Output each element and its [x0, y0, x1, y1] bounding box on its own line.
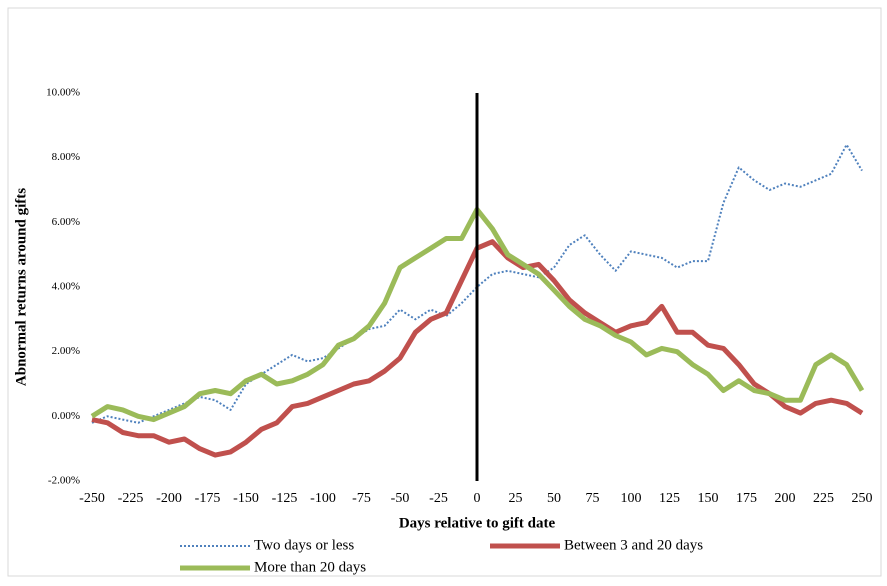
y-tick-label: 4.00%	[52, 281, 80, 293]
x-tick-label: 250	[852, 491, 873, 506]
x-tick-label: 200	[775, 491, 796, 506]
y-tick-label: 8.00%	[52, 151, 80, 163]
y-tick-label: 0.00%	[52, 410, 80, 422]
x-tick-label: 125	[659, 491, 680, 506]
x-tick-label: -250	[79, 491, 105, 506]
x-tick-label: 0	[474, 491, 481, 506]
x-tick-label: -125	[272, 491, 298, 506]
x-tick-label: -150	[233, 491, 259, 506]
x-tick-label: 50	[547, 491, 561, 506]
series-line	[91, 143, 863, 424]
x-tick-label: 100	[621, 491, 642, 506]
y-axis-label: Abnormal returns around gifts	[13, 188, 29, 386]
y-tick-label: 10.00%	[46, 87, 80, 99]
x-tick-label: -225	[118, 491, 144, 506]
x-tick-label: -100	[310, 491, 336, 506]
x-tick-label: -25	[429, 491, 448, 506]
x-tick-label: 25	[509, 491, 523, 506]
chart-frame	[7, 7, 882, 577]
legend-label: Between 3 and 20 days	[564, 537, 703, 553]
x-tick-label: -175	[195, 491, 221, 506]
y-tick-label: -2.00%	[48, 475, 80, 487]
x-axis-label: Days relative to gift date	[399, 515, 556, 531]
x-tick-label: -200	[156, 491, 182, 506]
x-tick-label: -75	[352, 491, 371, 506]
x-tick-label: 225	[813, 491, 834, 506]
x-tick-label: 150	[698, 491, 719, 506]
x-tick-label: 175	[736, 491, 757, 506]
x-tick-label: 75	[586, 491, 600, 506]
legend-label: Two days or less	[254, 537, 354, 553]
y-tick-label: 6.00%	[52, 216, 80, 228]
x-tick-label: -50	[391, 491, 410, 506]
y-tick-label: 2.00%	[52, 345, 80, 357]
legend-label: More than 20 days	[254, 559, 366, 575]
